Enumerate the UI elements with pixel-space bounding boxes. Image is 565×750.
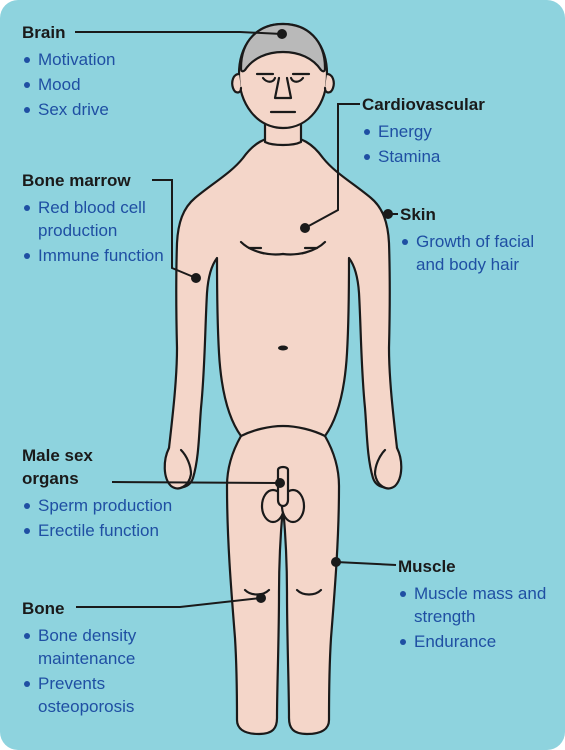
bullet-item: Stamina [362, 146, 547, 169]
bullet-item: Mood [22, 74, 182, 97]
bullet-item: Sperm production [22, 495, 182, 518]
bullet-item: Erectile function [22, 520, 182, 543]
infographic-canvas: Brain Motivation Mood Sex drive Cardiova… [0, 0, 565, 750]
label-items-skin: Growth of facial and body hair [400, 231, 550, 277]
bullet-item: Red blood cell production [22, 197, 182, 243]
bullet-item: Energy [362, 121, 547, 144]
label-brain: Brain Motivation Mood Sex drive [22, 22, 182, 124]
label-title-muscle: Muscle [398, 556, 553, 579]
label-bone-marrow: Bone marrow Red blood cell production Im… [22, 170, 182, 270]
label-muscle: Muscle Muscle mass and strength Enduranc… [398, 556, 553, 656]
bullet-item: Bone density maintenance [22, 625, 182, 671]
label-items-male-sex-organs: Sperm production Erectile function [22, 495, 182, 543]
bullet-item: Motivation [22, 49, 182, 72]
bullet-item: Immune function [22, 245, 182, 268]
label-items-muscle: Muscle mass and strength Endurance [398, 583, 553, 654]
bullet-item: Growth of facial and body hair [400, 231, 550, 277]
label-items-bone: Bone density maintenance Prevents osteop… [22, 625, 182, 719]
label-title-bone-marrow: Bone marrow [22, 170, 182, 193]
label-title-skin: Skin [400, 204, 550, 227]
bullet-item: Sex drive [22, 99, 182, 122]
bullet-item: Muscle mass and strength [398, 583, 553, 629]
bullet-item: Prevents osteoporosis [22, 673, 182, 719]
label-items-brain: Motivation Mood Sex drive [22, 49, 182, 122]
label-items-bone-marrow: Red blood cell production Immune functio… [22, 197, 182, 268]
title-line: Male sex [22, 446, 93, 465]
label-items-cardiovascular: Energy Stamina [362, 121, 547, 169]
label-title-male-sex-organs: Male sex organs [22, 445, 182, 491]
label-bone: Bone Bone density maintenance Prevents o… [22, 598, 182, 721]
label-title-cardiovascular: Cardiovascular [362, 94, 547, 117]
label-cardiovascular: Cardiovascular Energy Stamina [362, 94, 547, 171]
label-title-bone: Bone [22, 598, 182, 621]
bullet-item: Endurance [398, 631, 553, 654]
label-male-sex-organs: Male sex organs Sperm production Erectil… [22, 445, 182, 545]
title-line: organs [22, 469, 79, 488]
label-title-brain: Brain [22, 22, 182, 45]
label-skin: Skin Growth of facial and body hair [400, 204, 550, 279]
